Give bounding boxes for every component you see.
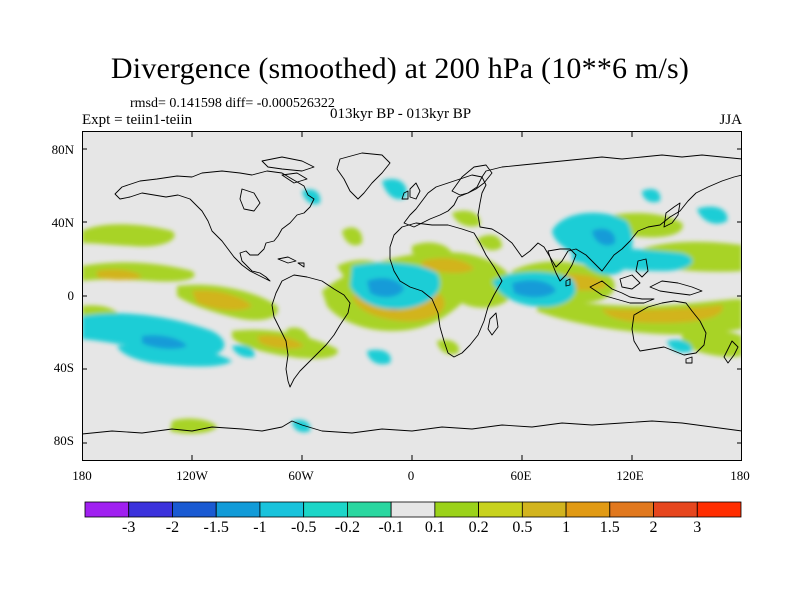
colorbar-swatch	[696, 501, 742, 518]
coastlines	[82, 152, 742, 435]
divergence-field	[82, 178, 742, 434]
colorbar-label: -1	[253, 519, 267, 536]
plot-title: Divergence (smoothed) at 200 hPa (10**6 …	[110, 52, 690, 85]
scandinavia-coast	[451, 164, 493, 196]
sri-lanka	[565, 278, 571, 287]
colorbar-swatch	[653, 501, 698, 518]
colorbar-swatch	[259, 501, 305, 518]
south-america-coast	[271, 274, 351, 388]
colorbar-label: 1.5	[599, 519, 620, 536]
asia-coast	[477, 154, 742, 272]
colorbar-swatch	[303, 501, 348, 518]
europe-coast	[403, 174, 483, 228]
lon-label-180w: 180	[72, 468, 92, 483]
experiment-label: Expt = teiin1-teiin	[82, 112, 193, 128]
colorbar-swatch	[478, 501, 523, 518]
india-coast	[547, 248, 577, 282]
lat-label-40n: 40N	[51, 215, 74, 230]
colorbar-swatch	[565, 501, 611, 518]
north-america-coast	[114, 170, 315, 282]
colorbar-swatch	[128, 501, 173, 518]
colorbar-label: -2	[165, 519, 180, 536]
madagascar	[487, 312, 499, 336]
colorbar-label: -0.1	[378, 519, 404, 536]
lon-label-180e: 180	[730, 468, 750, 483]
colorbar-label: -0.2	[334, 519, 361, 536]
colorbar-label: -3	[122, 519, 136, 536]
japan-coast	[663, 202, 681, 228]
colorbar-swatch	[609, 501, 654, 518]
colorbar-label: 0.2	[468, 519, 489, 536]
lat-label-0: 0	[67, 288, 75, 303]
stats-label: rmsd= 0.141598 diff= -0.000526322	[130, 96, 335, 111]
colorbar-swatch	[390, 501, 436, 518]
colorbar-swatch	[172, 501, 217, 518]
lon-label-120e: 120E	[616, 468, 644, 483]
subtitle-label: 013kyr BP - 013kyr BP	[330, 106, 472, 122]
africa-coast	[389, 222, 503, 358]
colorbar-label: -0.5	[290, 519, 317, 536]
caribbean-islands	[277, 256, 305, 268]
map-ticks	[82, 131, 742, 461]
season-label: JJA	[719, 112, 742, 128]
hudson-bay	[239, 188, 261, 212]
divergence-map	[82, 131, 742, 461]
lat-label-40s: 40S	[53, 360, 74, 375]
strong-negative-regions	[142, 228, 616, 349]
colorbar-swatch	[215, 501, 261, 518]
se-asia-islands	[589, 258, 703, 304]
colorbar-label: -1.5	[203, 519, 229, 536]
colorbar-label: 0.1	[424, 519, 445, 536]
lon-label-0: 0	[407, 468, 415, 483]
australia-coast	[631, 300, 707, 356]
lon-label-60e: 60E	[510, 468, 532, 483]
greenland-coast	[336, 152, 391, 200]
new-zealand	[723, 340, 739, 364]
colorbar-label: 2	[649, 519, 658, 536]
lon-label-60w: 60W	[288, 468, 314, 483]
colorbar-swatch	[84, 501, 130, 518]
colorbar-swatch	[521, 501, 567, 518]
colorbar-label: 1	[562, 519, 571, 536]
antarctica-coast	[82, 420, 742, 435]
lon-label-120w: 120W	[176, 468, 208, 483]
colorbar-swatch	[346, 501, 392, 518]
colorbar-swatch	[434, 501, 480, 518]
tasmania	[685, 356, 693, 364]
lat-label-80n: 80N	[51, 142, 74, 157]
colorbar-label: 3	[693, 519, 702, 536]
colorbar	[84, 501, 742, 518]
colorbar-label: 0.5	[512, 519, 533, 536]
arctic-islands	[261, 156, 315, 184]
british-isles	[401, 182, 421, 200]
lat-label-80s: 80S	[53, 433, 74, 448]
